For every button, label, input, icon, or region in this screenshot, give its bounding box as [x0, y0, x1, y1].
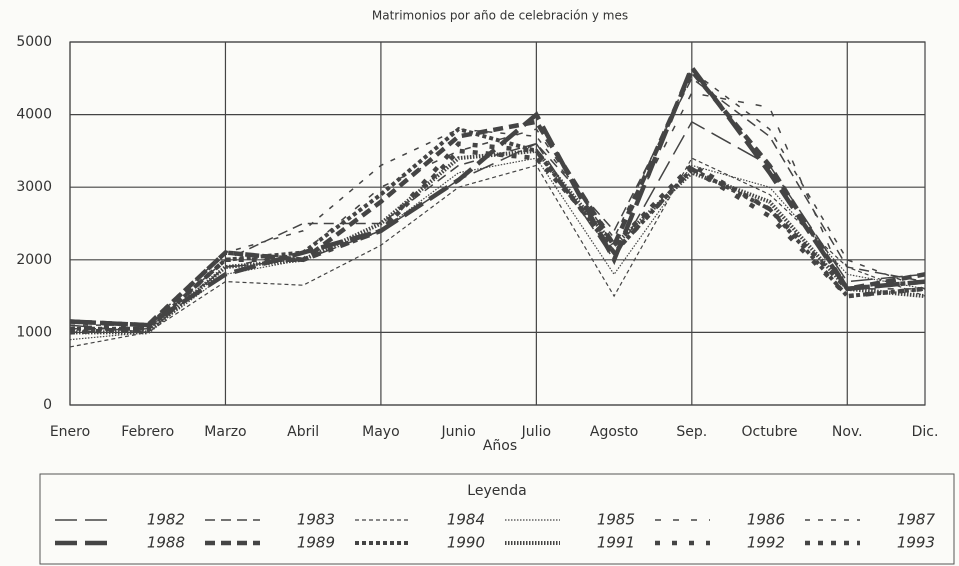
- legend-text: 1992: [747, 534, 785, 552]
- y-tick-label: 0: [43, 397, 52, 413]
- x-tick-label: Abril: [287, 424, 319, 440]
- y-tick-label: 1000: [16, 324, 52, 340]
- series-line: [69, 157, 926, 341]
- x-tick-label: Agosto: [590, 424, 638, 440]
- legend-text: 1993: [897, 534, 935, 552]
- legend-text: 1991: [597, 534, 635, 552]
- series-line: [70, 148, 926, 335]
- series-line: [70, 126, 926, 331]
- x-axis-label: Años: [483, 438, 517, 454]
- chart-title: Matrimonios por año de celebración y mes: [372, 9, 628, 23]
- series-line: [69, 62, 926, 328]
- legend-text: 1986: [747, 511, 785, 529]
- legend-text: 1990: [447, 534, 485, 552]
- y-tick-label: 2000: [16, 252, 52, 268]
- series-line: [69, 157, 926, 348]
- y-tick-label: 5000: [16, 34, 52, 50]
- x-tick-label: Febrero: [121, 424, 174, 440]
- legend-title: Leyenda: [467, 483, 526, 499]
- x-tick-label: Sep.: [676, 424, 707, 440]
- legend-text: 1983: [297, 511, 335, 529]
- legend-text: 1984: [447, 511, 485, 529]
- x-tick-label: Marzo: [204, 424, 246, 440]
- plot-frame: [69, 41, 926, 406]
- x-tick-label: Dic.: [912, 424, 939, 440]
- y-tick-label: 3000: [16, 179, 52, 195]
- x-tick-label: Nov.: [832, 424, 863, 440]
- legend-text: 1987: [897, 511, 936, 529]
- legend-text: 1989: [297, 534, 335, 552]
- y-tick-label: 4000: [16, 107, 52, 123]
- legend-text: 1988: [147, 534, 185, 552]
- x-tick-label: Enero: [50, 424, 90, 440]
- legend-text: 1985: [597, 511, 635, 529]
- legend-text: 1982: [147, 511, 185, 529]
- series-line: [69, 66, 926, 328]
- x-tick-label: Octubre: [742, 424, 798, 440]
- legend-box: [39, 473, 955, 565]
- x-tick-label: Julio: [521, 424, 551, 440]
- x-tick-label: Junio: [440, 424, 475, 440]
- x-tick-label: Mayo: [362, 424, 400, 440]
- series-line: [70, 69, 926, 326]
